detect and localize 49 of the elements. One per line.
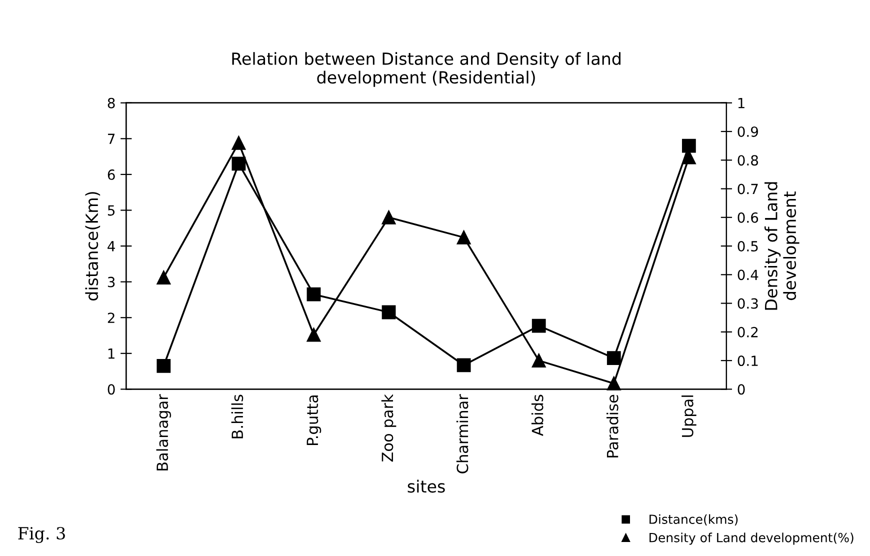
chart-title: Relation between Distance and Density of land development (Residential): [232, 52, 620, 87]
y2-tick-label: 0.2: [738, 326, 758, 338]
point: [682, 138, 696, 153]
x-tick-label: P.gutta: [306, 395, 322, 445]
y-axis-title: distance(Km): [85, 192, 100, 301]
y2-tick-label: 1: [738, 98, 744, 108]
point: [306, 328, 321, 342]
y-tick-label: 6: [108, 169, 115, 180]
y2-tick-label: 0.5: [738, 241, 758, 252]
y-tick-label: 5: [108, 205, 115, 216]
y2-tick-label: 0: [738, 384, 745, 395]
y-tick-label: 7: [108, 134, 115, 144]
x-tick-label: Uppal: [682, 395, 696, 437]
x-tick-label: Abids: [531, 394, 544, 436]
x-tick-label: B.hills: [231, 394, 244, 438]
point: [232, 156, 246, 171]
y2-tick-label: 0.1: [738, 356, 758, 366]
caption: Fig. 3: [18, 526, 65, 544]
point: [232, 136, 246, 150]
y-tick-label: 8: [108, 98, 115, 108]
y-tick-label: 3: [108, 276, 115, 288]
point: [382, 305, 396, 320]
point: [532, 318, 546, 333]
point: [156, 358, 171, 373]
y2-tick-label: 0.8: [738, 155, 758, 166]
y2-tick-label: 0.6: [738, 212, 758, 223]
legend-label: Density of Land development(%): [650, 532, 854, 545]
legend-label: Distance(kms): [650, 514, 738, 526]
y-tick-label: 1: [108, 348, 114, 359]
point: [456, 358, 471, 372]
x-axis-title: sites: [408, 480, 445, 493]
y2-axis-title: Density of Land development: [764, 182, 800, 310]
y-tick-label: 2: [108, 312, 114, 323]
x-tick-label: Charminar: [456, 394, 468, 474]
point: [382, 210, 396, 224]
point: [306, 287, 321, 302]
y2-tick-label: 0.4: [738, 270, 758, 280]
x-tick-label: Balanagar: [156, 394, 172, 470]
point: [456, 230, 471, 244]
y-tick-label: 4: [108, 241, 115, 252]
x-tick-label: Paradise: [606, 394, 618, 458]
x-tick-label: Zoo park: [381, 394, 396, 462]
y2-tick-label: 0.7: [738, 184, 758, 194]
point: [606, 351, 621, 366]
y-tick-label: 0: [108, 384, 115, 395]
point: [532, 354, 546, 368]
point: [156, 270, 171, 284]
y2-tick-label: 0.9: [738, 126, 758, 137]
y2-tick-label: 0.3: [738, 298, 758, 309]
